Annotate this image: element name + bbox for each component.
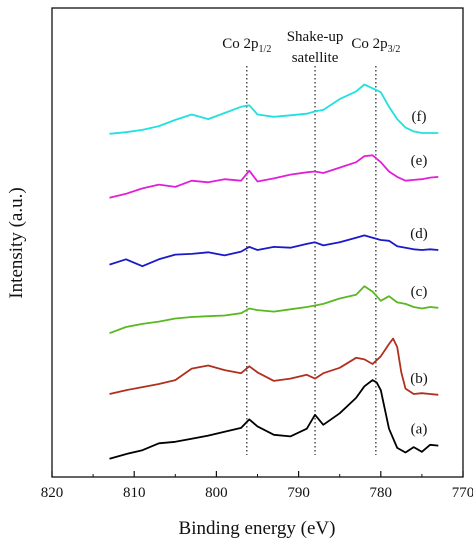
peak-marker-label-line1: Shake-up [287,29,344,45]
series-b: (b) [109,337,439,396]
peak-marker-label: Co 2p1/2 [222,36,271,55]
series-c: (c) [109,284,439,335]
series-d: (d) [109,226,439,268]
series-line [109,337,439,396]
series-line [109,379,439,460]
peak-marker-label-main: Co 2p [351,36,387,52]
series-f: (f) [109,83,439,135]
series-e: (e) [109,153,439,199]
peak-marker-label-line2: satellite [292,50,339,66]
series-layer: (a) (b) (c) (d) (e) (f) [109,83,439,460]
peak-marker-label: Co 2p3/2 [351,36,400,55]
series-label: (e) [411,153,428,169]
series-label: (f) [412,109,427,125]
series-label: (b) [410,371,428,387]
series-label: (d) [410,226,428,242]
x-tick-label: 800 [205,485,228,501]
series-a: (a) [109,379,439,460]
series-label: (a) [411,422,428,438]
x-tick-label: 790 [287,485,310,501]
series-line [109,285,439,335]
peak-marker-label-sub: 1/2 [259,44,272,55]
x-tick-label: 780 [370,485,393,501]
x-tick-label: 770 [452,485,473,501]
x-axis-label: Binding energy (eV) [179,518,336,539]
y-axis-label: Intensity (a.u.) [6,187,27,298]
series-line [109,154,439,199]
peak-marker-label-sub: 3/2 [388,44,401,55]
x-axis-ticks: 820 810 800 790 780 770 [41,471,473,501]
plot-frame [51,7,464,478]
series-line [109,83,439,135]
series-line [109,234,439,268]
series-label: (c) [411,284,428,300]
x-tick-label: 820 [41,485,64,501]
x-tick-label: 810 [123,485,146,501]
peak-marker-label-main: Co 2p [222,36,258,52]
